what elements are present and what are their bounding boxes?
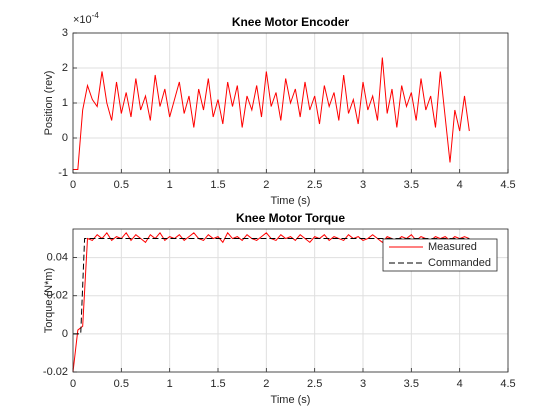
y-tick-label: 0 bbox=[62, 328, 68, 340]
x-tick-label: 4 bbox=[457, 378, 463, 390]
legend-label: Commanded bbox=[428, 257, 491, 269]
x-tick-label: 0.5 bbox=[114, 378, 129, 390]
axes-box bbox=[72, 32, 509, 174]
x-tick-label: 1.5 bbox=[210, 378, 225, 390]
y-tick-label: 0 bbox=[62, 132, 68, 144]
x-tick-label: 3.5 bbox=[404, 378, 419, 390]
x-tick-label: 4.5 bbox=[500, 378, 515, 390]
chart-title: Knee Motor Torque bbox=[236, 211, 345, 225]
legend-label: Measured bbox=[428, 241, 477, 253]
y-axis-label: Torque (N*m) bbox=[43, 268, 55, 333]
chart-title: Knee Motor Encoder bbox=[232, 15, 350, 29]
y-axis-label: Position (rev) bbox=[43, 71, 55, 136]
exponent-power: -4 bbox=[92, 11, 100, 20]
x-tick-label: 3.5 bbox=[404, 179, 419, 191]
x-tick-label: 3 bbox=[360, 378, 366, 390]
y-tick-label: 0.02 bbox=[47, 290, 68, 302]
x-tick-label: 1 bbox=[167, 378, 173, 390]
y-tick-label: -1 bbox=[58, 167, 68, 179]
x-tick-label: 3 bbox=[360, 179, 366, 191]
exponent-base: ×10 bbox=[73, 14, 92, 26]
legend-box bbox=[382, 238, 498, 272]
y-tick-label: 2 bbox=[62, 62, 68, 74]
y-tick-label: -0.02 bbox=[43, 366, 68, 378]
x-axis-label: Time (s) bbox=[271, 394, 311, 406]
x-tick-label: 0 bbox=[70, 179, 76, 191]
x-tick-label: 0 bbox=[70, 378, 76, 390]
x-tick-label: 1 bbox=[167, 179, 173, 191]
x-tick-label: 4.5 bbox=[500, 179, 515, 191]
x-tick-label: 2.5 bbox=[307, 179, 322, 191]
y-tick-label: 3 bbox=[62, 27, 68, 39]
axes-box bbox=[72, 228, 509, 373]
y-tick-label: 0.04 bbox=[47, 252, 68, 264]
data-line bbox=[73, 238, 470, 335]
data-line bbox=[73, 57, 470, 170]
x-tick-label: 4 bbox=[457, 179, 463, 191]
x-tick-label: 0.5 bbox=[114, 179, 129, 191]
x-tick-label: 2 bbox=[263, 179, 269, 191]
x-axis-label: Time (s) bbox=[271, 195, 311, 207]
x-tick-label: 2 bbox=[263, 378, 269, 390]
x-tick-label: 2.5 bbox=[307, 378, 322, 390]
y-tick-label: 1 bbox=[62, 97, 68, 109]
y-scale-exponent: ×10-4 bbox=[73, 11, 99, 26]
x-tick-label: 1.5 bbox=[210, 179, 225, 191]
